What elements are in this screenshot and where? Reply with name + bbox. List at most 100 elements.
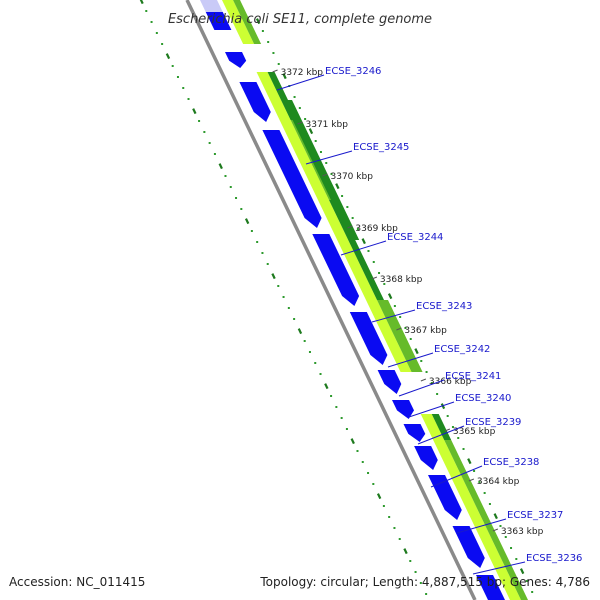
gc-band-accent <box>283 100 360 240</box>
ring-dash-tick <box>271 273 276 280</box>
ring-dot-tick <box>409 338 412 340</box>
ring-dot-tick <box>414 571 417 573</box>
gene-leader-line <box>408 401 455 418</box>
ruler-tick <box>371 276 378 280</box>
ring-dot-tick <box>250 230 253 232</box>
accession-text: Accession: NC_011415 <box>9 575 145 589</box>
ring-dot-tick <box>398 538 401 540</box>
ring-dash-tick <box>244 218 250 225</box>
cds-arrow <box>239 82 271 122</box>
ring-dash-tick <box>255 18 261 25</box>
gene-label: ECSE_3244 <box>387 232 443 243</box>
ruler-tick <box>272 69 278 73</box>
gene-label: ECSE_3243 <box>416 301 472 312</box>
ruler-kbp-label: 3364 kbp <box>477 477 520 487</box>
position-ruler: 3372 kbp 3371 kbp 3370 kbp 3369 kbp 3368 kbp… <box>272 68 544 537</box>
gc-band-light <box>420 414 445 440</box>
ring-dot-tick <box>388 516 391 518</box>
gene-leader-line <box>430 465 483 488</box>
ring-dash-tick <box>335 183 340 190</box>
ring-dash-tick <box>308 128 314 135</box>
ring-dot-tick <box>499 525 502 527</box>
ring-dot-tick <box>525 580 528 582</box>
ring-dot-tick <box>425 371 428 373</box>
ring-dash-tick <box>165 53 171 60</box>
ruler-tick <box>297 121 303 125</box>
ring-dot-tick <box>176 76 179 78</box>
gc-band-dark <box>233 0 262 44</box>
ruler-tick <box>347 225 353 229</box>
ring-dot-tick <box>372 483 375 485</box>
ring-dot-tick <box>293 318 296 320</box>
gene-label: ECSE_3238 <box>483 457 539 468</box>
cds-arrow <box>392 400 414 419</box>
ring-dot-tick <box>240 208 243 210</box>
ring-dash-tick <box>519 568 525 575</box>
cds-arrow <box>403 424 426 442</box>
ruler-tick <box>420 378 427 382</box>
ring-dot-tick <box>473 470 476 472</box>
ring-dot-tick <box>504 536 507 538</box>
cds-arrow-segment <box>205 12 232 30</box>
ruler-kbp-label: 3369 kbp <box>355 224 398 234</box>
ring-dot-tick <box>446 415 449 417</box>
cds-arrow <box>414 446 438 470</box>
gene-leader-line <box>276 74 325 91</box>
ring-dot-tick <box>213 153 216 155</box>
ring-dot-tick <box>430 382 433 384</box>
ruler-kbp-label: 3367 kbp <box>404 326 447 336</box>
gc-band-dark <box>431 414 452 440</box>
ring-dot-tick <box>409 560 412 562</box>
ring-dot-tick <box>478 481 481 483</box>
ring-dash-tick <box>493 513 498 520</box>
gene-leader-line <box>340 240 387 256</box>
ring-dot-tick <box>171 65 174 67</box>
ring-dot-tick <box>383 283 386 285</box>
ring-dot-tick <box>314 140 317 142</box>
ring-dot-tick <box>208 142 211 144</box>
ring-dot-tick <box>229 186 232 188</box>
ring-dot-tick <box>224 175 227 177</box>
ring-dot-tick <box>367 250 370 252</box>
ring-dot-tick <box>531 591 534 593</box>
ring-dash-tick <box>403 548 408 555</box>
ring-dot-tick <box>182 87 185 89</box>
ring-dot-tick <box>319 373 322 375</box>
ruler-kbp-label: 3363 kbp <box>501 527 544 537</box>
ring-dash-tick <box>192 108 197 115</box>
gene-label: ECSE_3236 <box>526 553 582 564</box>
ruler-tick <box>444 428 451 432</box>
ring-dash-tick <box>324 383 329 390</box>
ring-dot-tick <box>372 261 375 263</box>
ring-dot-tick <box>419 582 422 584</box>
cds-arrow <box>377 370 402 394</box>
ring-dot-tick <box>267 41 270 43</box>
genome-backbone <box>185 0 477 600</box>
ring-dot-tick <box>308 351 311 353</box>
cds-arrow <box>262 130 322 228</box>
ring-dot-tick <box>510 547 513 549</box>
gene-label-layer: ECSE_3246 ECSE_3245 ECSE_3244 ECSE_3243 ECSE… <box>276 66 582 575</box>
gene-leader-line <box>398 379 445 397</box>
ring-dot-tick <box>345 428 348 430</box>
ring-dot-tick <box>515 558 518 560</box>
ruler-tick <box>492 528 499 532</box>
ring-dot-tick <box>330 395 333 397</box>
ring-dot-tick <box>356 450 359 452</box>
gc-band-light <box>366 300 412 372</box>
ring-dot-tick <box>340 417 343 419</box>
ring-dot-tick <box>293 96 296 98</box>
ring-dash-tick <box>282 73 287 80</box>
gc-content-track <box>222 0 528 600</box>
ring-dot-tick <box>155 32 158 34</box>
ring-dot-tick <box>393 305 396 307</box>
ring-dash-tick <box>361 238 366 245</box>
ring-dot-tick <box>399 316 402 318</box>
gc-band-accent <box>379 300 423 372</box>
cds-track <box>200 0 505 600</box>
ring-dot-tick <box>298 107 301 109</box>
ruler-tick <box>322 173 328 177</box>
ring-dash-tick <box>414 348 419 355</box>
ring-dot-tick <box>451 426 454 428</box>
ring-dot-tick <box>303 340 306 342</box>
